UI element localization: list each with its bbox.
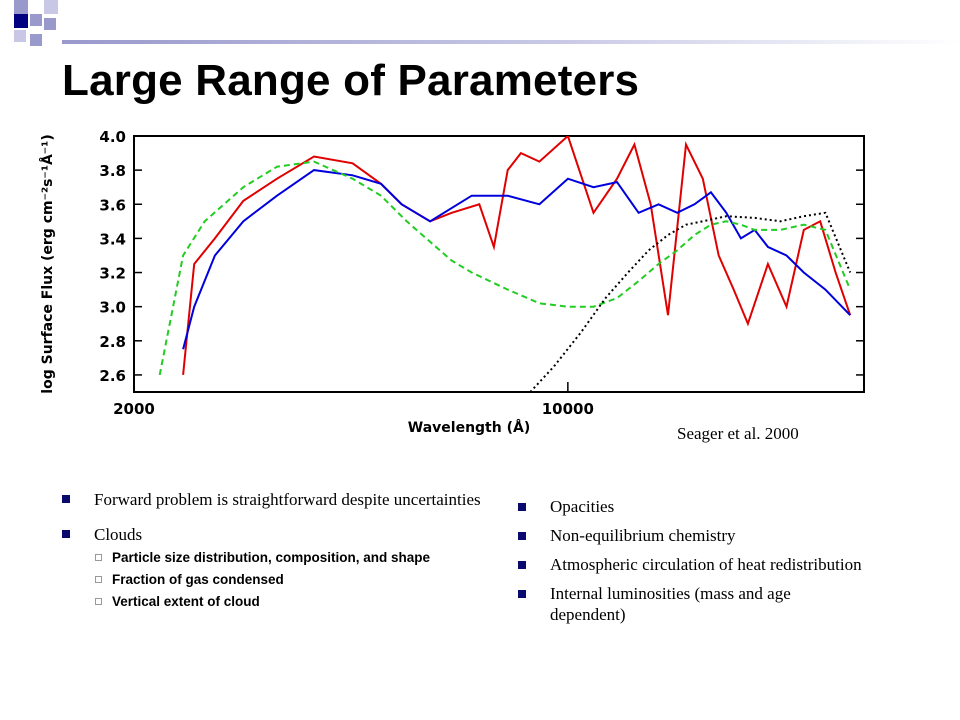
series-line-3 [529,211,852,392]
y-tick-label: 3.2 [99,265,126,283]
y-tick-label: 4.0 [99,128,126,146]
flux-chart: 2.6 2.8 3.0 3.2 3.4 3.6 3.8 4.0 2000 10000 Wavele… [30,124,870,440]
series-line-0 [182,136,852,375]
bullet-opacities: Opacities [518,496,868,517]
bullet-clouds: Clouds [62,523,482,546]
x-axis-label: Wavelength (Å) [408,419,530,436]
slide-title: Large Range of Parameters [62,56,640,105]
bullet-non-equilibrium: Non-equilibrium chemistry [518,525,868,546]
bullet-atmospheric-circulation: Atmospheric circulation of heat redistri… [518,554,868,575]
left-bullet-list: Forward problem is straightforward despi… [62,488,482,610]
plot-frame [133,135,865,393]
sub-bullet-particle-size: Particle size distribution, composition,… [62,550,482,566]
sub-bullet-vertical-extent: Vertical extent of cloud [62,594,482,610]
bullet-internal-luminosities: Internal luminosities (mass and age depe… [518,583,868,625]
x-tick-label: 10000 [542,400,594,418]
figure-caption: Seager et al. 2000 [677,424,799,443]
bullet-forward-problem: Forward problem is straightforward despi… [62,488,482,511]
series-line-1 [182,169,851,350]
flux-chart-svg: 2.6 2.8 3.0 3.2 3.4 3.6 3.8 4.0 2000 10000 Wavele… [39,128,865,436]
y-tick-label: 2.8 [99,333,126,351]
y-axis-label: log Surface Flux (erg cm⁻²s⁻¹Å⁻¹) [39,134,56,393]
series-line-2 [158,160,852,376]
y-tick-label: 3.0 [99,299,126,317]
y-tick-label: 3.6 [99,196,126,214]
header-decoration-graphic [14,0,960,46]
y-tick-label: 2.6 [99,367,126,385]
y-tick-label: 3.8 [99,162,126,180]
x-tick-label: 2000 [113,400,155,418]
right-bullet-list: Opacities Non-equilibrium chemistry Atmo… [518,496,868,625]
y-tick-label: 3.4 [99,230,126,248]
sub-bullet-fraction-condensed: Fraction of gas condensed [62,572,482,588]
header-decoration [0,0,960,58]
